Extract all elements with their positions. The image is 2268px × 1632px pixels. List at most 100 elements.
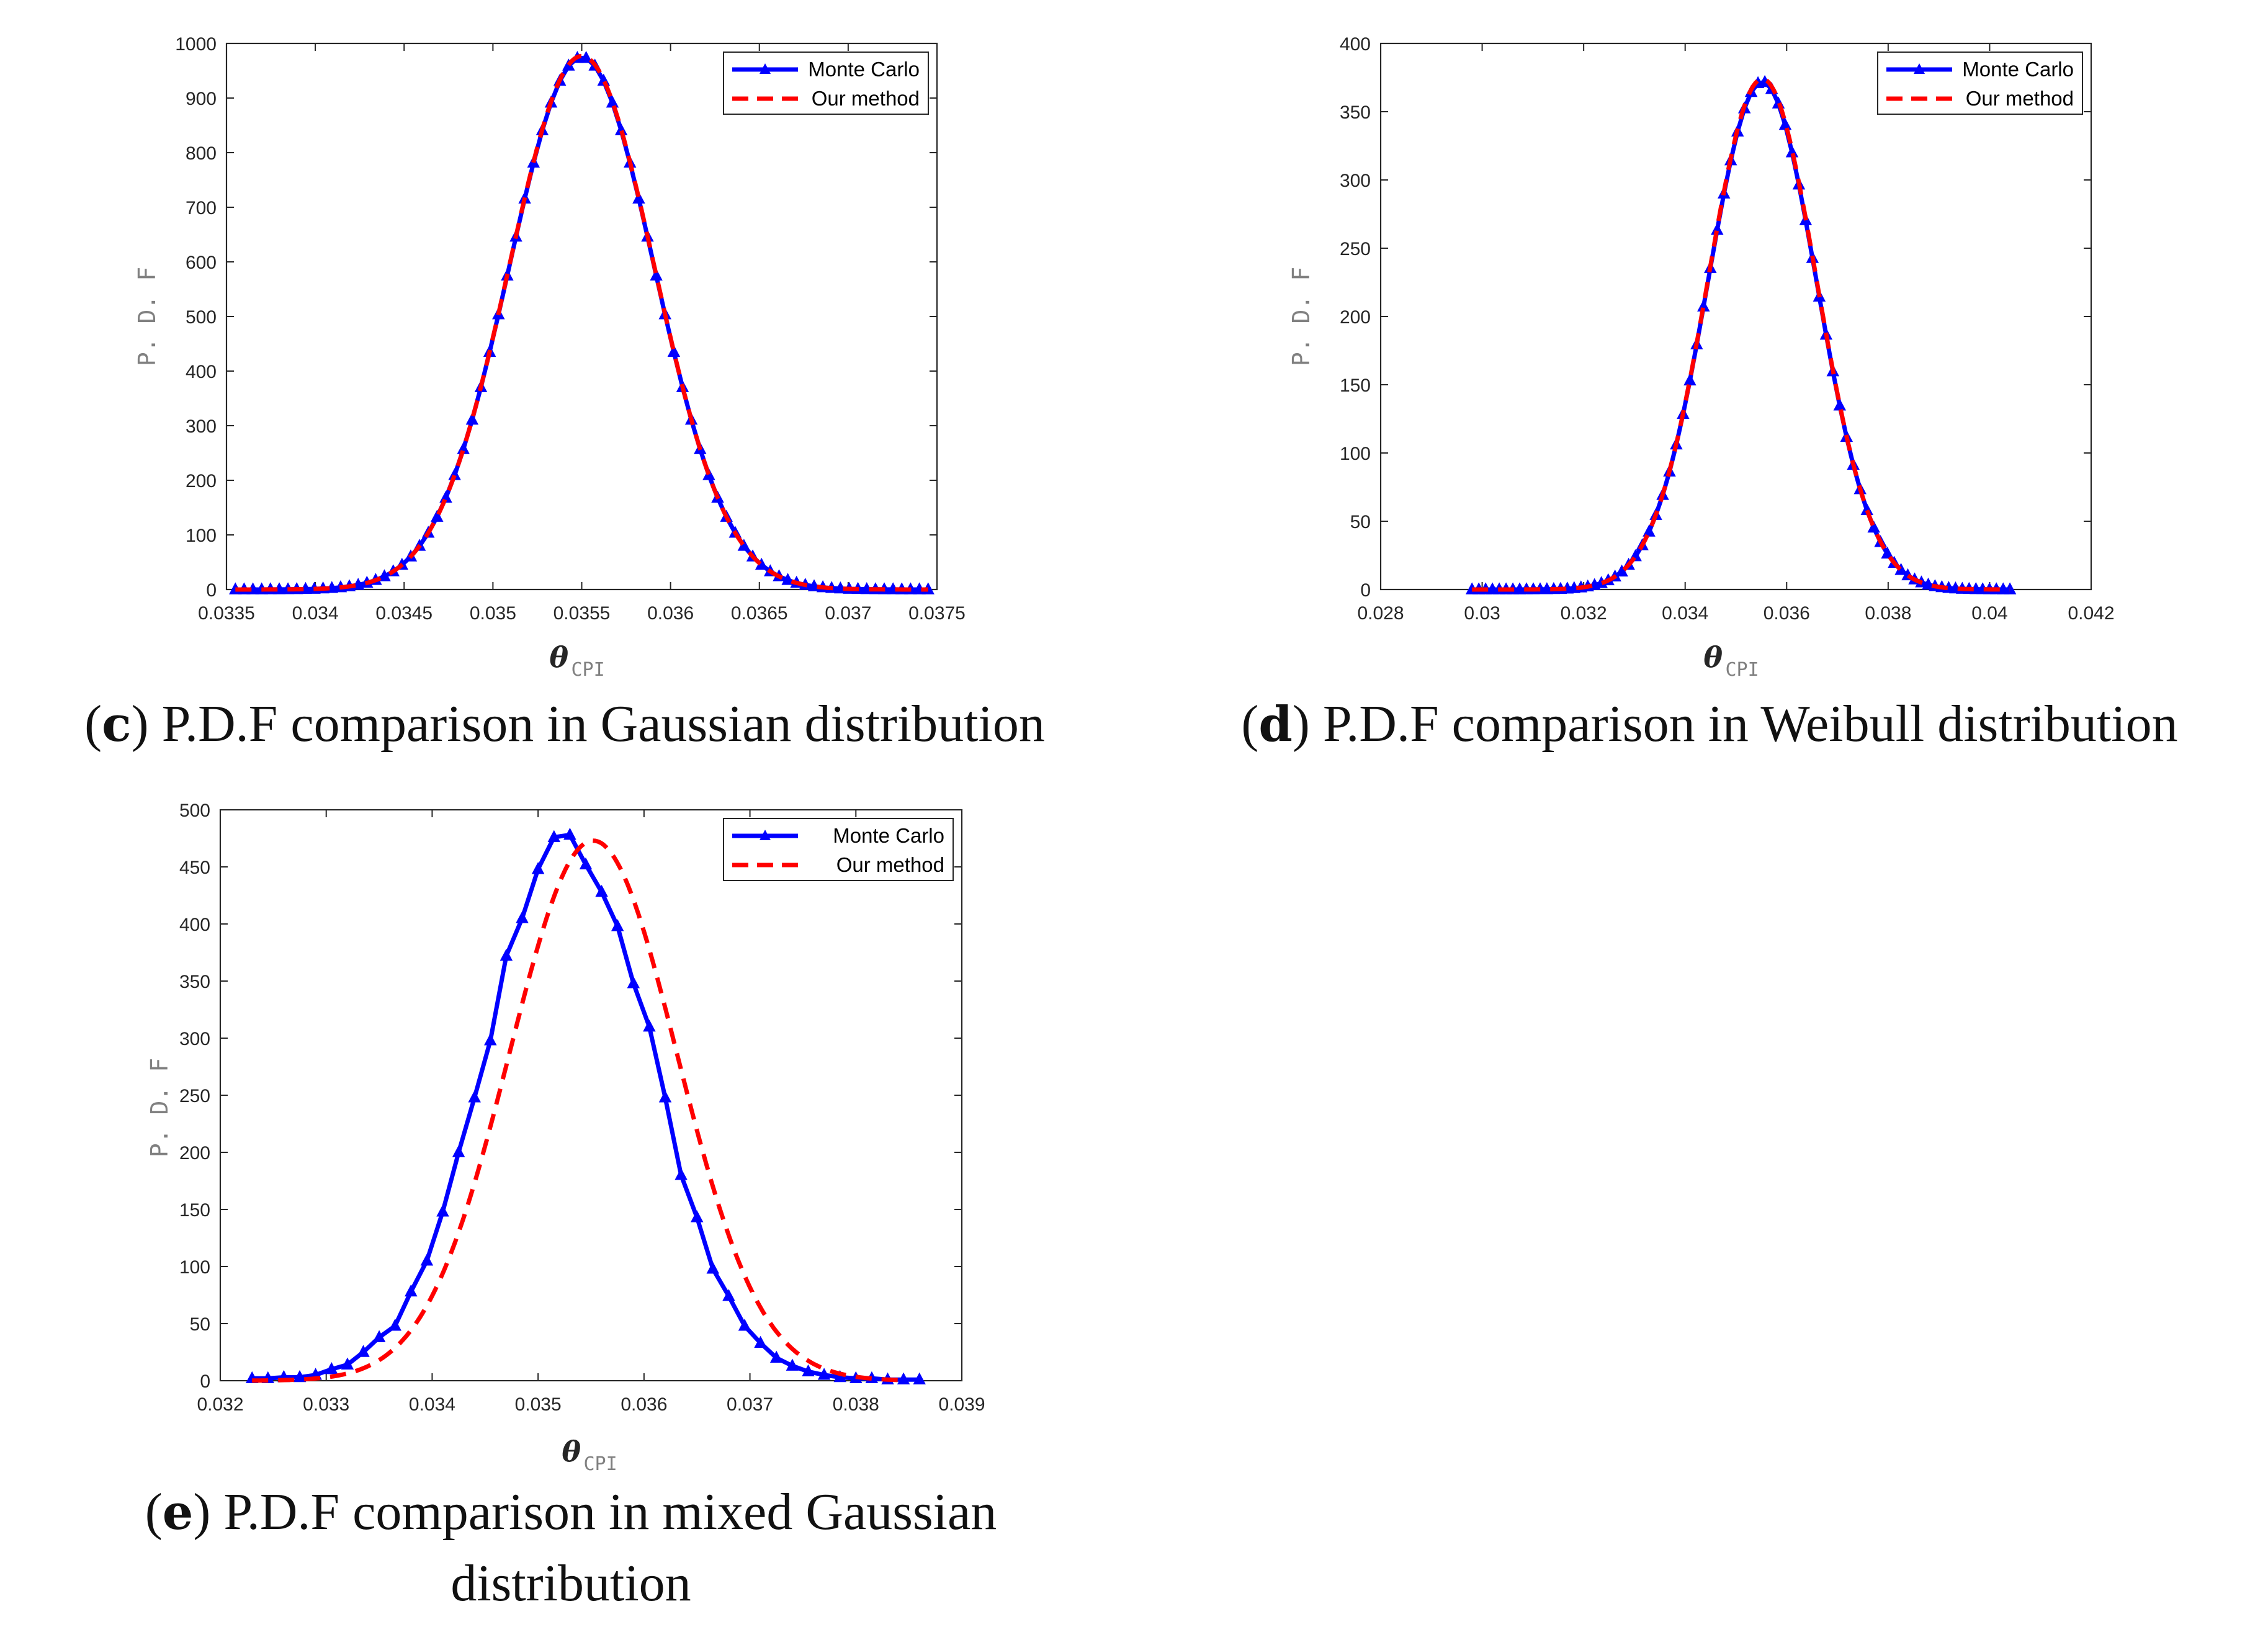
legend-marker bbox=[760, 63, 771, 74]
x-axis-label-subscript: CPI bbox=[571, 659, 604, 681]
caption-c: (c) P.D.F comparison in Gaussian distrib… bbox=[84, 695, 1045, 753]
data-point-marker bbox=[650, 268, 663, 281]
x-tick-label: 0.028 bbox=[1357, 603, 1404, 624]
x-tick-label: 0.039 bbox=[938, 1394, 985, 1415]
x-axis-label-subscript: CPI bbox=[583, 1453, 617, 1475]
y-axis-label: P. D. F bbox=[133, 267, 161, 366]
caption-d: (d) P.D.F comparison in Weibull distribu… bbox=[1241, 695, 2178, 753]
data-point-marker bbox=[563, 827, 576, 840]
legend-marker bbox=[760, 830, 771, 840]
x-axis-label-symbol: θ bbox=[562, 1435, 581, 1468]
caption-e-line-1: (e) P.D.F comparison in mixed Gaussian bbox=[145, 1483, 997, 1541]
x-tick-label: 0.0335 bbox=[198, 603, 255, 624]
legend-box bbox=[1877, 52, 2083, 115]
legend-label: Our method bbox=[836, 853, 944, 876]
data-point-marker bbox=[611, 919, 624, 931]
y-tick-label: 350 bbox=[1340, 102, 1371, 123]
x-tick-label: 0.037 bbox=[825, 603, 871, 624]
legend: Monte Carlo Our method bbox=[1877, 52, 2083, 115]
data-point-marker bbox=[781, 573, 794, 585]
y-tick-label: 350 bbox=[179, 972, 210, 992]
x-tick-label: 0.036 bbox=[621, 1394, 667, 1415]
data-point-marker bbox=[802, 1364, 815, 1377]
y-tick-label: 200 bbox=[1340, 307, 1371, 328]
x-tick-label: 0.03 bbox=[1464, 603, 1500, 624]
y-tick-label: 150 bbox=[1340, 375, 1371, 396]
data-point-marker bbox=[769, 1350, 783, 1363]
y-tick-label: 250 bbox=[1340, 239, 1371, 259]
caption-e-text: P.D.F comparison in mixed Gaussian bbox=[223, 1483, 997, 1541]
y-tick-label: 200 bbox=[179, 1143, 210, 1163]
data-point-marker bbox=[378, 569, 391, 581]
plot-area: 0.028 0.03 0.032 0.034 0.036 0.038 0.04 0.042 0 5… bbox=[1340, 34, 2115, 624]
y-tick-label: 400 bbox=[179, 915, 210, 935]
data-point-marker bbox=[405, 1284, 418, 1297]
data-point-marker bbox=[786, 1358, 799, 1371]
y-tick-label: 200 bbox=[186, 471, 217, 491]
chart-mixed-gaussian: P. D. F 0.032 0.033 0.034 0.035 0.036 0.037 0.… bbox=[146, 800, 985, 1475]
y-tick-label: 900 bbox=[186, 89, 217, 109]
x-tick-label: 0.042 bbox=[2068, 603, 2114, 624]
plot-frame bbox=[219, 809, 963, 1382]
x-tick-label: 0.035 bbox=[515, 1394, 562, 1415]
data-point-marker bbox=[632, 191, 645, 204]
data-point-marker bbox=[547, 830, 561, 842]
caption-e: (e) P.D.F comparison in mixed Gaussian d… bbox=[37, 1477, 1105, 1619]
y-tick-label: 100 bbox=[186, 526, 217, 546]
data-point-marker bbox=[595, 884, 608, 897]
data-point-marker bbox=[643, 1019, 656, 1032]
y-tick-label: 450 bbox=[179, 858, 210, 878]
data-point-marker bbox=[1615, 564, 1628, 576]
data-point-marker bbox=[706, 1262, 720, 1274]
y-tick-label: 150 bbox=[179, 1200, 210, 1221]
data-point-marker bbox=[580, 50, 593, 63]
data-point-marker bbox=[817, 1368, 831, 1380]
series-line-our-method bbox=[1472, 76, 2010, 592]
y-tick-label: 500 bbox=[186, 307, 217, 328]
legend-label: Monte Carlo bbox=[833, 824, 944, 847]
x-tick-label: 0.0375 bbox=[908, 603, 966, 624]
caption-d-letter: d bbox=[1258, 696, 1293, 753]
plot-frame bbox=[1379, 42, 2092, 591]
caption-c-text: P.D.F comparison in Gaussian distributio… bbox=[161, 695, 1045, 753]
caption-e-letter: e bbox=[162, 1484, 194, 1541]
x-tick-label: 0.0365 bbox=[731, 603, 788, 624]
data-point-marker bbox=[372, 1330, 386, 1342]
legend: Monte Carlo Our method bbox=[723, 818, 954, 881]
series-line-our-method bbox=[235, 53, 928, 592]
data-point-marker bbox=[436, 1204, 449, 1217]
legend-label: Our method bbox=[812, 87, 920, 110]
data-point-marker bbox=[531, 862, 545, 874]
data-point-marker bbox=[341, 1357, 354, 1370]
x-tick-label: 0.038 bbox=[833, 1394, 879, 1415]
data-point-marker bbox=[675, 1168, 688, 1180]
data-point-marker bbox=[913, 1372, 926, 1384]
data-point-marker bbox=[658, 1090, 672, 1103]
data-point-marker bbox=[1867, 520, 1880, 533]
data-point-marker bbox=[738, 1319, 751, 1331]
x-tick-label: 0.032 bbox=[197, 1394, 243, 1415]
x-tick-label: 0.0355 bbox=[554, 603, 611, 624]
y-tick-label: 50 bbox=[1350, 512, 1371, 532]
legend-label: Monte Carlo bbox=[808, 58, 920, 81]
data-point-marker bbox=[690, 1210, 704, 1222]
x-tick-label: 0.035 bbox=[470, 603, 516, 624]
x-tick-label: 0.04 bbox=[1971, 603, 2007, 624]
data-point-marker bbox=[388, 1319, 401, 1331]
data-point-marker bbox=[452, 1145, 465, 1157]
data-point-marker bbox=[722, 1289, 735, 1301]
y-tick-label: 300 bbox=[186, 416, 217, 437]
plot-area: 0.0335 0.034 0.0345 0.035 0.0355 0.036 0.0365 0… bbox=[175, 34, 966, 624]
x-tick-label: 0.033 bbox=[303, 1394, 349, 1415]
y-tick-label: 50 bbox=[190, 1314, 210, 1335]
x-tick-label: 0.034 bbox=[292, 603, 339, 624]
y-tick-label: 700 bbox=[186, 198, 217, 218]
plot-area: 0.032 0.033 0.034 0.035 0.036 0.037 0.038 0.039… bbox=[179, 800, 985, 1415]
y-tick-label: 100 bbox=[1340, 444, 1371, 464]
data-point-marker bbox=[357, 1345, 370, 1357]
caption-e-line-2: distribution bbox=[450, 1554, 691, 1612]
x-tick-label: 0.038 bbox=[1865, 603, 1911, 624]
data-point-marker bbox=[2003, 582, 2017, 594]
y-tick-label: 1000 bbox=[175, 34, 217, 55]
